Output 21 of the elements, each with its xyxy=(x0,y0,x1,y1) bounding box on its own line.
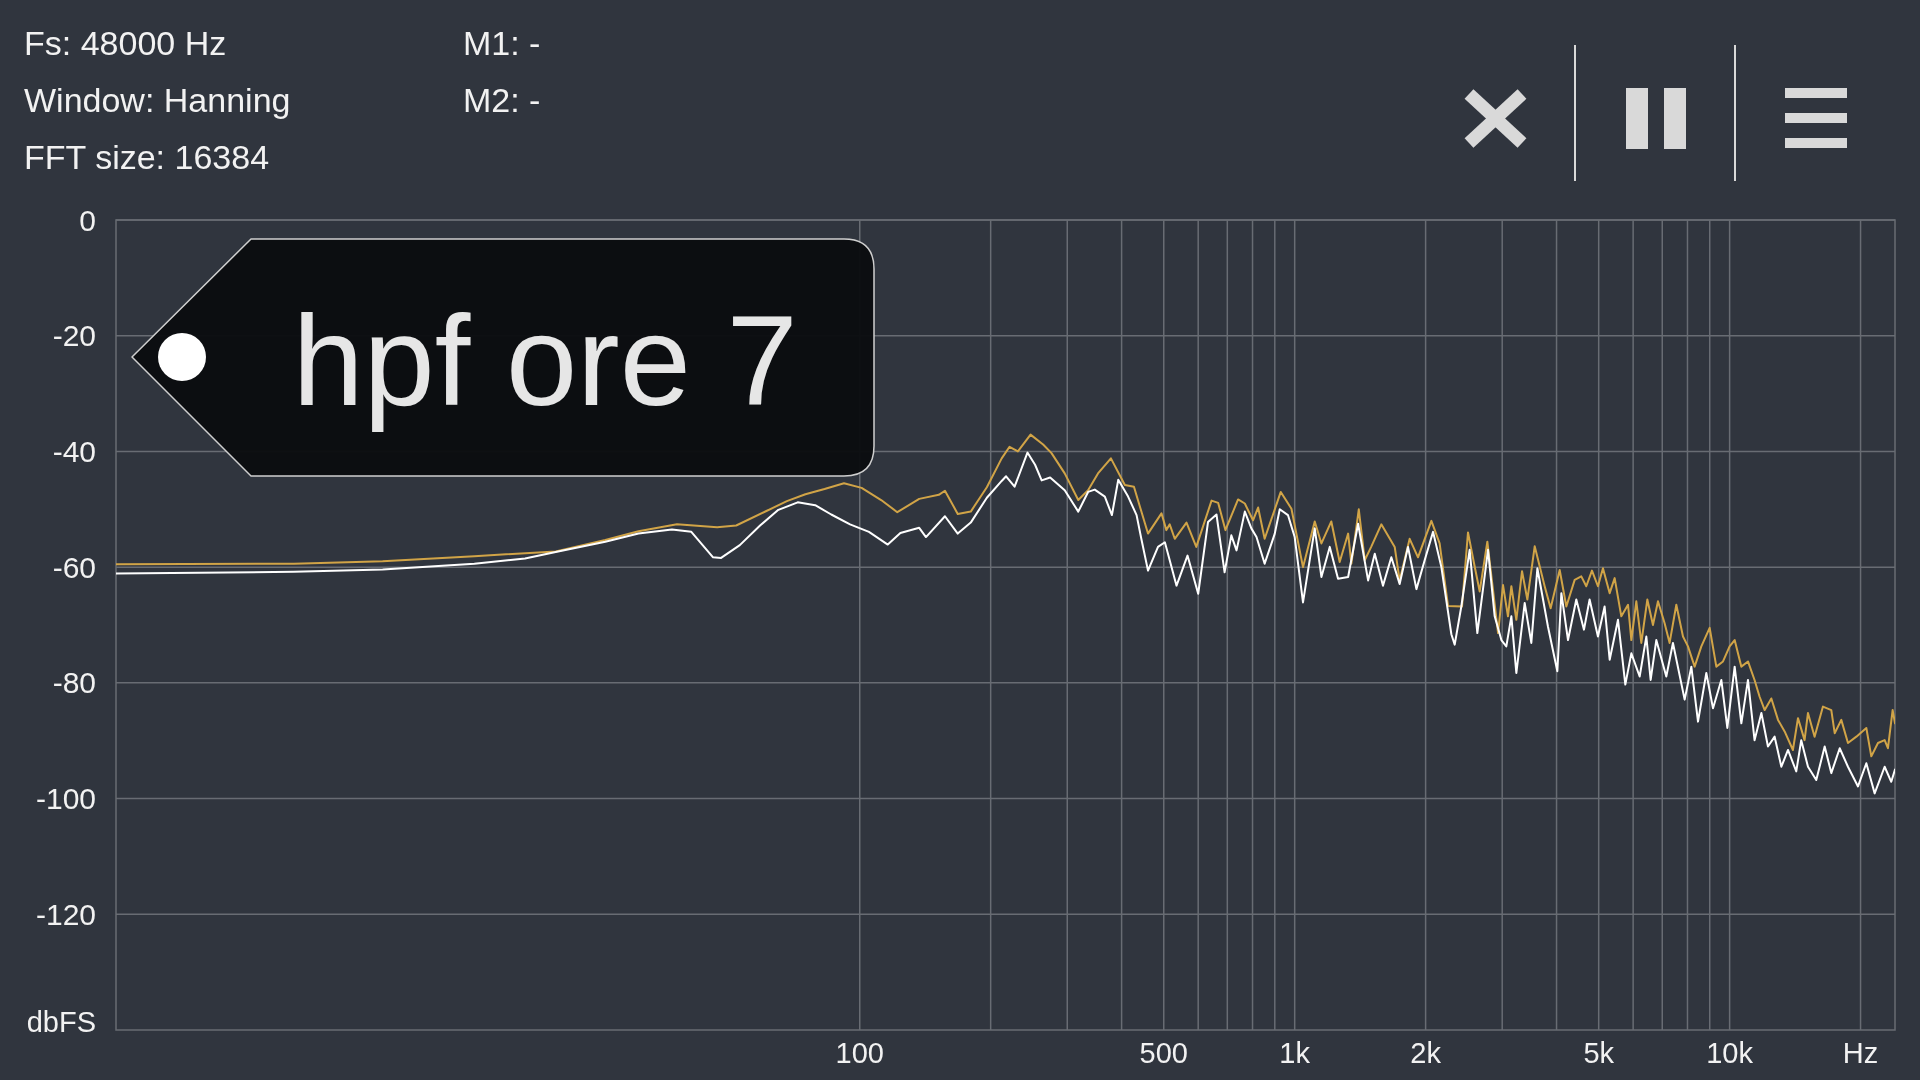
y-tick-label: 0 xyxy=(79,203,96,237)
y-axis-title: dbFS xyxy=(26,1006,96,1038)
y-tick-label: -60 xyxy=(52,550,96,584)
x-tick-label: 5k xyxy=(1583,1037,1615,1069)
text: M1: - xyxy=(463,24,541,62)
y-tick-label: -100 xyxy=(35,782,96,816)
text: Fs: 48000 Hz xyxy=(24,24,227,62)
text: M2: - xyxy=(463,81,541,119)
y-tick-label: -20 xyxy=(52,319,96,353)
y-tick-label: -40 xyxy=(52,434,96,468)
x-tick-label: 10k xyxy=(1706,1037,1754,1069)
text: FFT size: 16384 xyxy=(24,138,270,176)
x-tick-label: 100 xyxy=(835,1037,884,1069)
y-tick-label: -80 xyxy=(52,666,96,700)
text: hpf ore 7 xyxy=(292,288,798,432)
y-tick-label: -120 xyxy=(35,897,96,931)
x-tick-label: 1k xyxy=(1279,1037,1311,1069)
x-tick-label: 2k xyxy=(1410,1037,1442,1069)
x-tick-label: Hz xyxy=(1842,1037,1879,1069)
text: Window: Hanning xyxy=(24,81,291,119)
x-tick-label: 500 xyxy=(1139,1037,1188,1069)
